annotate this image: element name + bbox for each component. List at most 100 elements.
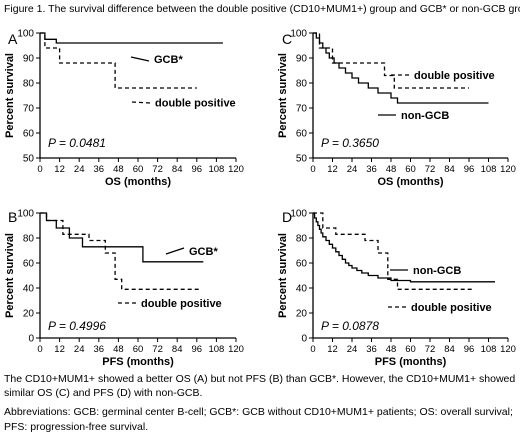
series-line-gcb xyxy=(40,212,204,263)
y-tick-label: 80 xyxy=(296,234,308,245)
y-tick-label: 50 xyxy=(296,154,308,165)
panel-b: B 0 20 40 60 80 100 0 12 24 36 48 60 72 84 96 108 120 PFS … xyxy=(4,209,244,369)
x-tick-label: 36 xyxy=(366,344,377,355)
x-tick-label: 84 xyxy=(172,164,183,175)
series-line-double-positive xyxy=(313,32,469,89)
legend-swatch-gcb xyxy=(165,247,185,255)
x-tick-label: 24 xyxy=(347,344,358,355)
x-axis-label: PFS (months) xyxy=(102,356,174,368)
series-line-non-gcb xyxy=(313,212,495,283)
x-tick-label: 48 xyxy=(386,344,397,355)
legend-label-double-positive: double positive xyxy=(141,298,222,310)
y-tick-label: 0 xyxy=(301,334,307,345)
x-tick-label: 84 xyxy=(172,344,183,355)
x-tick-label: 60 xyxy=(133,164,144,175)
y-tick-label: 20 xyxy=(23,309,35,320)
x-axis-label: OS (months) xyxy=(105,176,171,188)
y-tick-label: 80 xyxy=(23,234,35,245)
x-tick-label: 108 xyxy=(481,344,497,355)
y-tick-label: 20 xyxy=(296,309,308,320)
x-tick-label: 120 xyxy=(228,344,244,355)
x-tick-label: 0 xyxy=(310,344,315,355)
y-tick-label: 60 xyxy=(23,129,35,140)
x-tick-label: 48 xyxy=(113,164,124,175)
legend-label-non-gcb: non-GCB xyxy=(413,265,461,277)
x-tick-label: 108 xyxy=(481,164,497,175)
y-tick-label: 100 xyxy=(17,29,34,40)
y-tick-label: 40 xyxy=(296,284,308,295)
figure-title: Figure 1. The survival difference betwee… xyxy=(4,3,520,15)
y-tick-label: 70 xyxy=(23,104,35,115)
x-tick-label: 60 xyxy=(133,344,144,355)
y-tick-label: 90 xyxy=(23,54,35,65)
x-tick-label: 72 xyxy=(425,344,436,355)
series-line-gcb xyxy=(40,32,223,44)
x-tick-label: 120 xyxy=(500,344,516,355)
series-line-double-positive xyxy=(40,32,197,89)
caption-line-2: similar OS (C) and PFS (D) with non-GCB. xyxy=(4,387,203,399)
caption-line-4: PFS: progression-free survival. xyxy=(4,421,149,433)
x-tick-label: 24 xyxy=(74,164,85,175)
x-tick-label: 96 xyxy=(464,164,475,175)
y-tick-label: 80 xyxy=(23,79,35,90)
series-line-double-positive xyxy=(313,212,473,290)
x-tick-label: 120 xyxy=(500,164,516,175)
x-tick-label: 60 xyxy=(405,164,416,175)
y-tick-label: 70 xyxy=(296,104,308,115)
panel-letter: A xyxy=(8,31,18,47)
y-tick-label: 60 xyxy=(23,259,35,270)
legend-label-double-positive: double positive xyxy=(414,70,495,82)
legend-label-gcb: GCB* xyxy=(189,246,218,258)
x-tick-label: 120 xyxy=(228,164,244,175)
y-axis-label: Percent survival xyxy=(277,53,289,138)
y-tick-label: 100 xyxy=(290,29,307,40)
x-tick-label: 0 xyxy=(37,344,42,355)
x-tick-label: 36 xyxy=(366,164,377,175)
p-value: P = 0.4996 xyxy=(48,319,106,333)
p-value: P = 0.3650 xyxy=(321,136,379,150)
legend-swatch-double-positive xyxy=(131,101,151,104)
x-tick-label: 108 xyxy=(208,164,224,175)
panel-c: C 50 60 70 80 90 100 0 12 24 36 48 60 72 84 96 108 120 OS … xyxy=(277,29,516,189)
panel-letter: D xyxy=(282,209,292,225)
panel-letter: B xyxy=(8,209,17,225)
x-tick-label: 72 xyxy=(152,164,163,175)
y-tick-label: 0 xyxy=(28,334,34,345)
x-tick-label: 96 xyxy=(192,344,203,355)
x-tick-label: 12 xyxy=(54,164,65,175)
x-tick-label: 12 xyxy=(327,164,338,175)
x-tick-label: 0 xyxy=(37,164,42,175)
x-tick-label: 12 xyxy=(327,344,338,355)
panel-a: A 50 60 70 80 90 100 0 12 24 36 48 60 72 84 96 108 120 OS … xyxy=(4,29,244,189)
x-tick-label: 108 xyxy=(208,344,224,355)
panel-d: D 0 20 40 60 80 100 0 12 24 36 48 60 72 84 96 108 120 PFS … xyxy=(277,209,516,369)
x-tick-label: 12 xyxy=(54,344,65,355)
panel-letter: C xyxy=(282,31,292,47)
y-tick-label: 60 xyxy=(296,129,308,140)
x-tick-label: 84 xyxy=(444,344,455,355)
series-line-double-positive xyxy=(40,212,201,290)
y-axis-label: Percent survival xyxy=(277,233,289,318)
caption-line-1: The CD10+MUM1+ showed a better OS (A) bu… xyxy=(4,373,516,385)
x-tick-label: 48 xyxy=(113,344,124,355)
x-tick-label: 24 xyxy=(74,344,85,355)
legend-label-double-positive: double positive xyxy=(155,98,236,110)
p-value: P = 0.0878 xyxy=(321,319,379,333)
x-axis-label: PFS (months) xyxy=(375,356,447,368)
series-line-non-gcb xyxy=(313,32,489,104)
legend-label-double-positive: double positive xyxy=(411,302,492,314)
y-tick-label: 80 xyxy=(296,79,308,90)
x-axis-label: OS (months) xyxy=(378,176,444,188)
y-tick-label: 50 xyxy=(23,154,35,165)
y-tick-label: 100 xyxy=(17,209,34,220)
y-tick-label: 60 xyxy=(296,259,308,270)
legend-swatch-gcb xyxy=(130,56,150,62)
y-tick-label: 40 xyxy=(23,284,35,295)
y-axis-label: Percent survival xyxy=(4,233,16,318)
legend-label-gcb: GCB* xyxy=(154,54,183,66)
x-tick-label: 0 xyxy=(310,164,315,175)
caption-line-3: Abbreviations: GCB: germinal center B-ce… xyxy=(4,406,513,418)
x-tick-label: 24 xyxy=(347,164,358,175)
y-tick-label: 100 xyxy=(290,209,307,220)
